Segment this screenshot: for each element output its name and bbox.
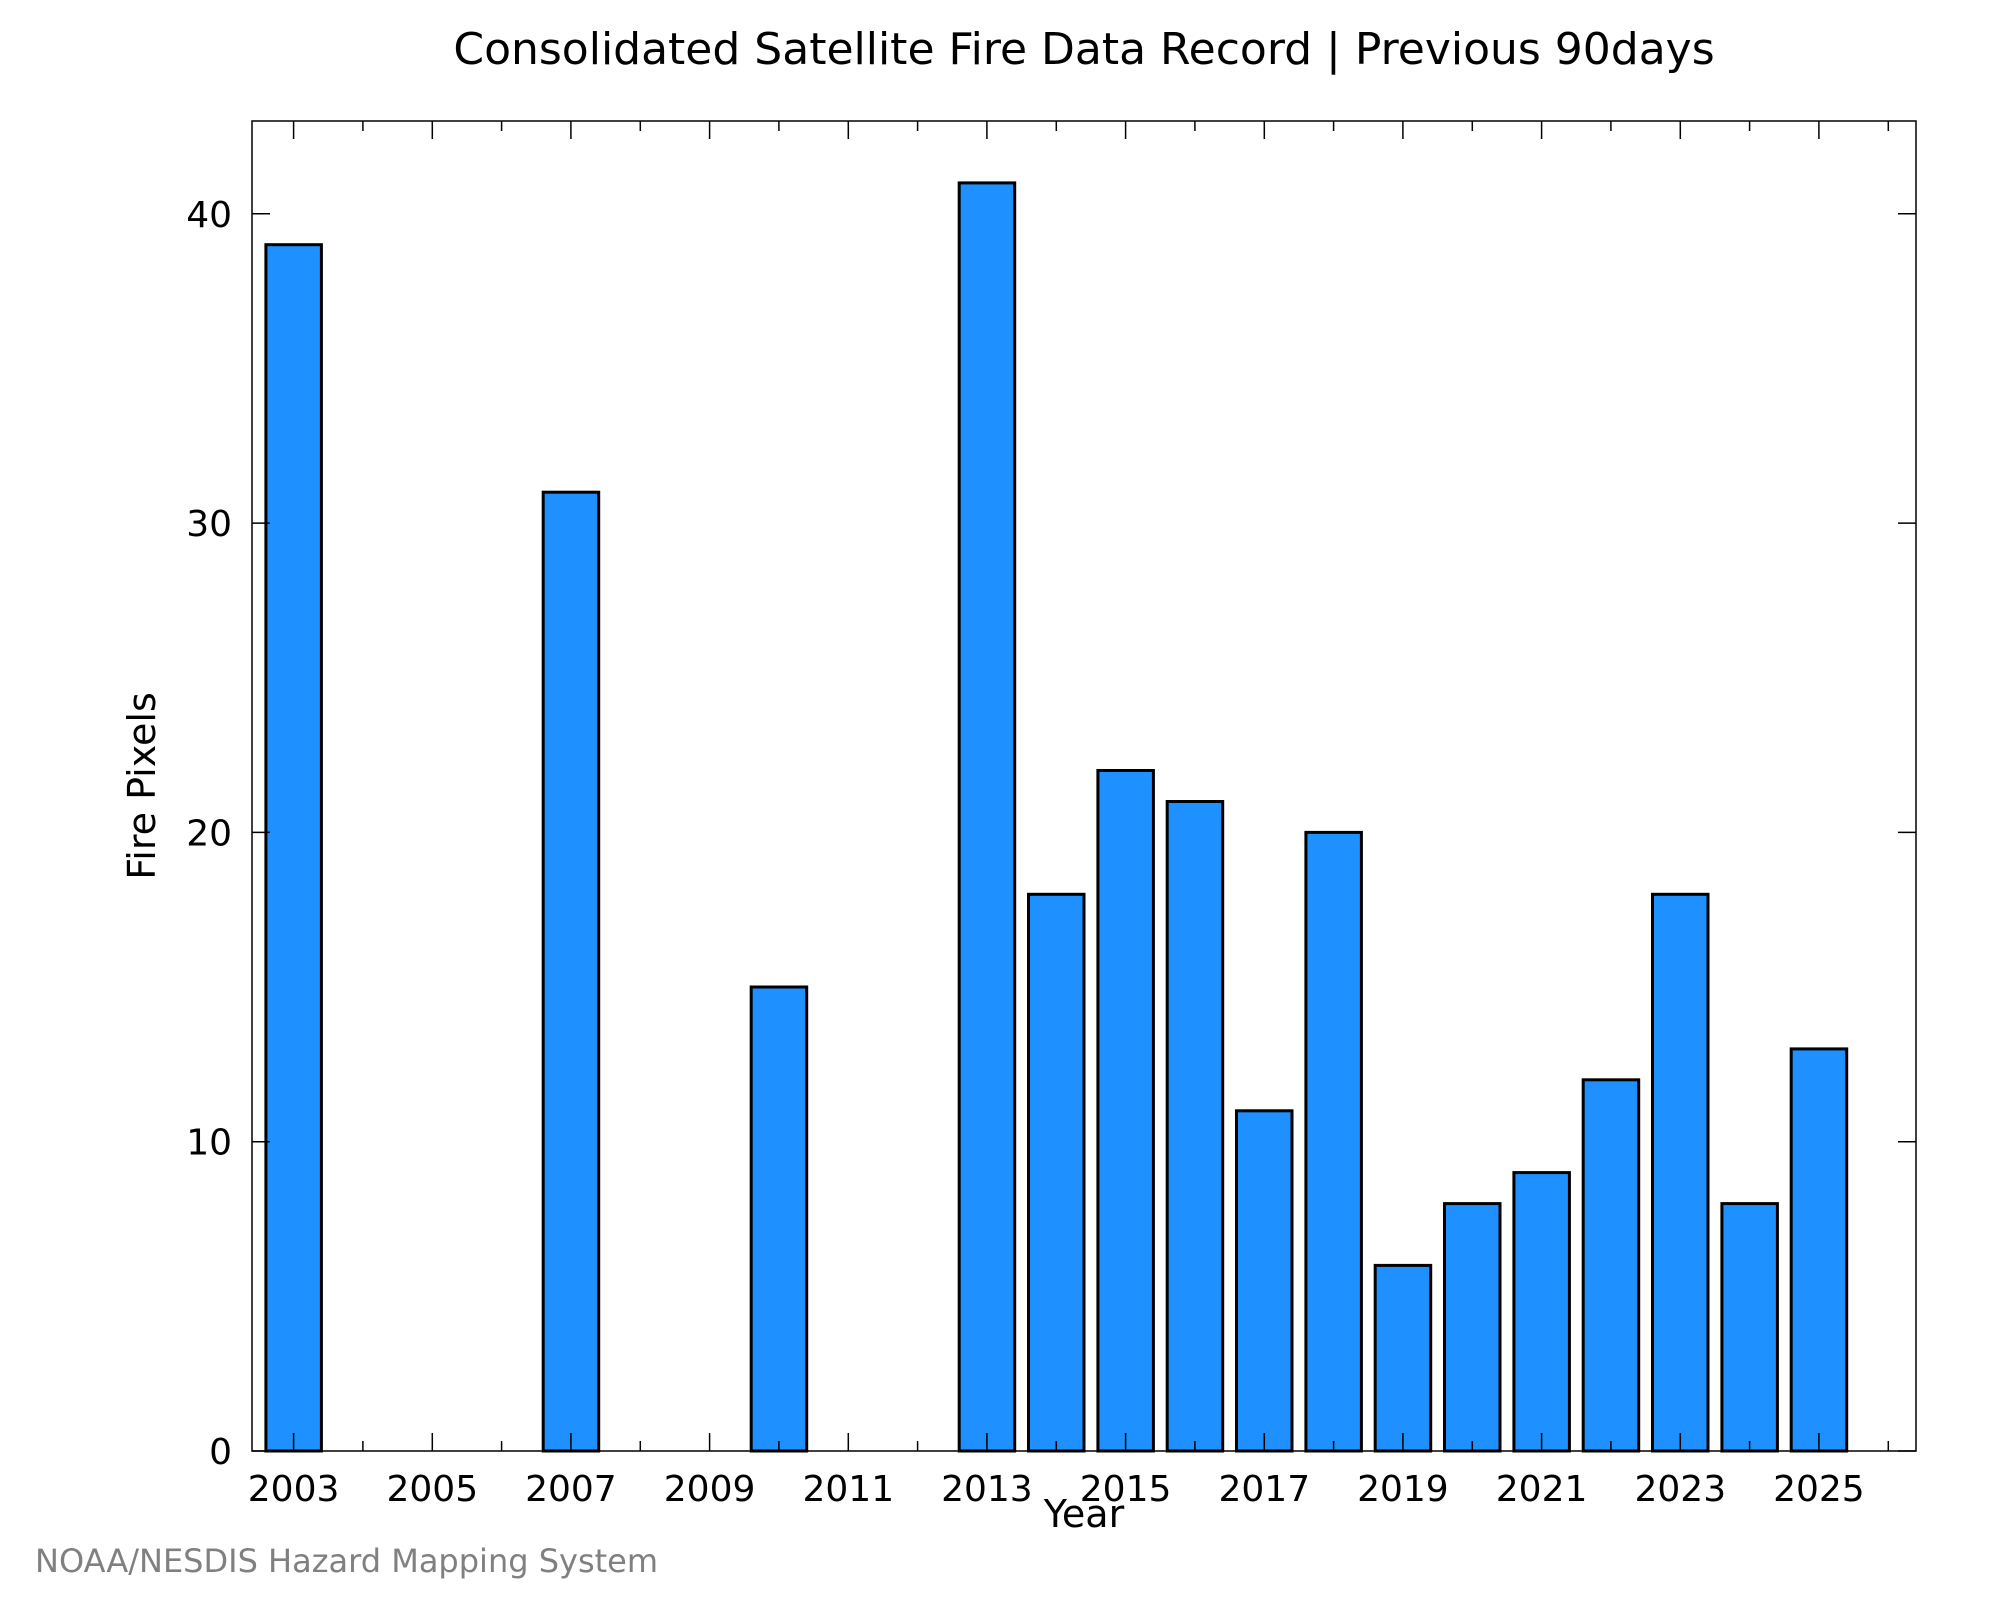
bar-2021 <box>1512 1171 1571 1453</box>
bar-2025 <box>1789 1047 1849 1453</box>
x-tick-label-2003: 2003 <box>248 1469 340 1510</box>
x-tick-label-2025: 2025 <box>1773 1469 1865 1510</box>
bar-2019 <box>1373 1263 1433 1453</box>
y-tick-label-0: 0 <box>209 1432 232 1473</box>
x-tick-label-2019: 2019 <box>1357 1469 1449 1510</box>
x-tick-label-2023: 2023 <box>1634 1469 1726 1510</box>
credit-text: NOAA/NESDIS Hazard Mapping System <box>35 1542 658 1580</box>
x-tick-label-2005: 2005 <box>386 1469 478 1510</box>
bar-2010 <box>749 985 809 1453</box>
x-tick-label-2011: 2011 <box>802 1469 894 1510</box>
x-tick-label-2009: 2009 <box>664 1469 756 1510</box>
y-axis-label: Fire Pixels <box>120 692 164 880</box>
x-tick-label-2007: 2007 <box>525 1469 617 1510</box>
bar-2020 <box>1443 1202 1502 1453</box>
y-tick-label-40: 40 <box>186 195 232 236</box>
x-tick-label-2013: 2013 <box>941 1469 1033 1510</box>
plot-frame <box>251 120 1917 1452</box>
x-axis-label: Year <box>1043 1492 1125 1536</box>
y-tick-label-30: 30 <box>186 504 232 545</box>
bar-2018 <box>1304 830 1363 1453</box>
chart-title: Consolidated Satellite Fire Data Record … <box>453 24 1714 75</box>
x-tick-label-2017: 2017 <box>1218 1469 1310 1510</box>
x-tick-label-2015: 2015 <box>1080 1469 1172 1510</box>
bar-2017 <box>1235 1109 1294 1453</box>
bar-2003 <box>264 243 323 1453</box>
bar-2014 <box>1027 892 1086 1453</box>
x-tick-label-2021: 2021 <box>1496 1469 1588 1510</box>
ticks-layer: 2003 2005 2007 2009 2011 2013 2015 2017 2019 2021… <box>186 121 1916 1510</box>
bars-layer <box>264 181 1849 1453</box>
y-tick-label-20: 20 <box>186 813 232 854</box>
bar-2016 <box>1165 800 1225 1453</box>
y-tick-label-10: 10 <box>186 1123 232 1164</box>
bar-2013 <box>957 181 1017 1453</box>
bar-2015 <box>1096 769 1155 1453</box>
bar-2007 <box>541 490 601 1453</box>
bar-2024 <box>1720 1202 1779 1453</box>
bar-2023 <box>1651 892 1710 1453</box>
bar-2022 <box>1581 1078 1641 1453</box>
